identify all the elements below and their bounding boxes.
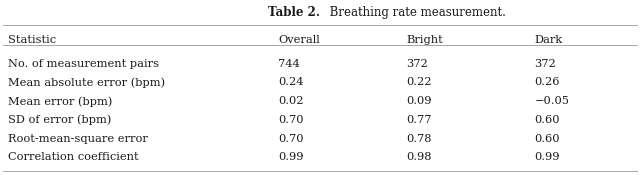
Text: Breathing rate measurement.: Breathing rate measurement.: [320, 6, 506, 19]
Text: 744: 744: [278, 59, 300, 69]
Text: Statistic: Statistic: [8, 35, 56, 45]
Text: 0.99: 0.99: [278, 152, 304, 162]
Text: 0.22: 0.22: [406, 77, 432, 87]
Text: 0.99: 0.99: [534, 152, 560, 162]
Text: Root-mean-square error: Root-mean-square error: [8, 134, 148, 144]
Text: 0.70: 0.70: [278, 134, 304, 144]
Text: Correlation coefficient: Correlation coefficient: [8, 152, 138, 162]
Text: 0.77: 0.77: [406, 115, 432, 125]
Text: Mean absolute error (bpm): Mean absolute error (bpm): [8, 77, 165, 88]
Text: Table 2.: Table 2.: [268, 6, 320, 19]
Text: 0.24: 0.24: [278, 77, 304, 87]
Text: No. of measurement pairs: No. of measurement pairs: [8, 59, 159, 69]
Text: 0.70: 0.70: [278, 115, 304, 125]
Text: −0.05: −0.05: [534, 96, 570, 106]
Text: 372: 372: [534, 59, 556, 69]
Text: 0.09: 0.09: [406, 96, 432, 106]
Text: 0.78: 0.78: [406, 134, 432, 144]
Text: 0.26: 0.26: [534, 77, 560, 87]
Text: SD of error (bpm): SD of error (bpm): [8, 115, 111, 125]
Text: Overall: Overall: [278, 35, 320, 45]
Text: 0.02: 0.02: [278, 96, 304, 106]
Text: Mean error (bpm): Mean error (bpm): [8, 96, 112, 107]
Text: Bright: Bright: [406, 35, 443, 45]
Text: 0.60: 0.60: [534, 115, 560, 125]
Text: 0.60: 0.60: [534, 134, 560, 144]
Text: 0.98: 0.98: [406, 152, 432, 162]
Text: Dark: Dark: [534, 35, 563, 45]
Text: 372: 372: [406, 59, 428, 69]
